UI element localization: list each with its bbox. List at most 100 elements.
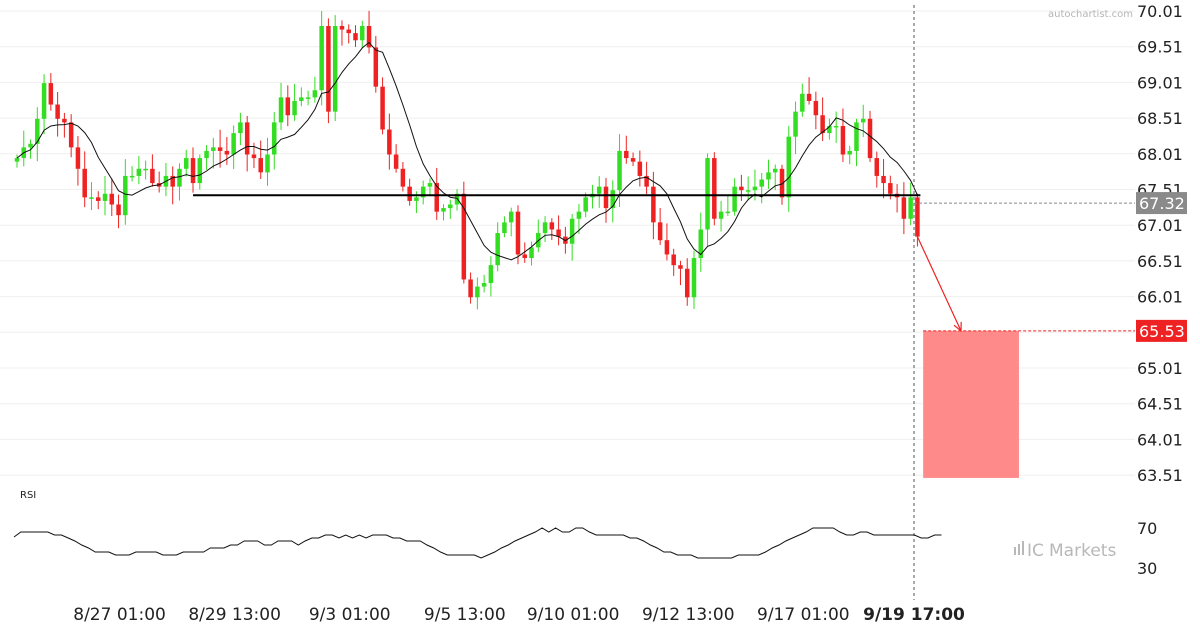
- candle: [542, 216, 548, 242]
- candle: [82, 151, 87, 208]
- x-tick-label: 9/17 01:00: [757, 605, 850, 625]
- candle: [468, 272, 473, 304]
- candle: [833, 111, 839, 143]
- candle: [393, 144, 399, 173]
- y-tick-label: 64.51: [1137, 395, 1183, 414]
- candle: [718, 200, 724, 232]
- candle: [915, 193, 920, 247]
- target-zone: [923, 330, 1019, 478]
- candle: [583, 192, 588, 218]
- candle: [732, 178, 737, 216]
- candle: [847, 145, 852, 165]
- brand-prefix: IC: [1027, 541, 1044, 561]
- candle: [339, 20, 345, 46]
- candle: [488, 256, 494, 297]
- candle: [515, 205, 521, 265]
- y-tick-label: 68.51: [1137, 109, 1183, 128]
- candle: [278, 82, 284, 130]
- candle: [55, 92, 60, 137]
- rsi-title: RSI: [20, 490, 36, 501]
- candle: [272, 112, 277, 170]
- candle: [285, 85, 291, 127]
- x-tick-label: 9/19 17:00: [863, 605, 965, 625]
- last-price-tag: 67.32: [1139, 194, 1185, 213]
- candle: [95, 191, 101, 210]
- candle: [143, 160, 148, 180]
- candle: [820, 97, 825, 142]
- candle: [745, 176, 751, 201]
- candle: [671, 248, 676, 276]
- candle: [590, 184, 595, 209]
- rsi-tick-label: 70: [1137, 519, 1157, 538]
- candle: [150, 154, 155, 187]
- candle: [840, 108, 846, 162]
- candle: [529, 241, 534, 266]
- candle: [184, 149, 189, 177]
- candlestick-series: [14, 10, 920, 310]
- candle: [41, 74, 47, 135]
- candle: [806, 77, 812, 105]
- candle: [204, 145, 209, 170]
- candle: [231, 125, 236, 170]
- candle: [854, 118, 859, 167]
- candle: [739, 174, 744, 201]
- candle: [691, 250, 697, 310]
- candle: [62, 112, 67, 138]
- candle: [48, 73, 54, 111]
- candle: [109, 178, 115, 217]
- candle: [434, 167, 439, 220]
- candle: [244, 115, 250, 172]
- candle: [427, 178, 433, 196]
- candle: [116, 194, 121, 229]
- candle: [407, 178, 412, 206]
- y-tick-label: 63.51: [1137, 466, 1183, 485]
- candle: [75, 136, 81, 186]
- candle: [380, 77, 385, 135]
- candle: [373, 35, 379, 93]
- candle: [894, 184, 900, 213]
- rsi-tick-label: 30: [1137, 559, 1157, 578]
- candle: [508, 207, 514, 237]
- candle: [624, 135, 629, 164]
- candle: [596, 176, 602, 208]
- candle: [129, 166, 135, 182]
- moving-average-layer: [16, 41, 918, 261]
- candle: [211, 137, 216, 169]
- candle: [684, 258, 690, 306]
- y-tick-label: 64.01: [1137, 430, 1183, 449]
- candle: [576, 204, 582, 234]
- candle: [123, 159, 128, 225]
- candle: [874, 151, 880, 188]
- candle: [102, 176, 108, 216]
- candle: [603, 177, 609, 223]
- x-tick-label: 9/3 01:00: [309, 605, 391, 625]
- candle: [21, 130, 27, 167]
- candle: [299, 87, 304, 107]
- candle: [326, 18, 331, 124]
- candle: [265, 137, 270, 186]
- projection-arrow: [916, 236, 962, 332]
- candle: [678, 260, 683, 286]
- candle: [637, 150, 643, 187]
- rsi-panel: RSI 70 30: [13, 490, 1157, 578]
- candle: [400, 162, 406, 192]
- time-axis: 8/27 01:00 8/29 13:00 9/3 01:00 9/5 13:00 9/…: [73, 605, 965, 625]
- candle: [793, 101, 798, 155]
- candle: [319, 11, 324, 106]
- target-zone-layer: [923, 330, 1019, 478]
- rsi-line: [13, 527, 942, 559]
- candle: [644, 161, 649, 194]
- candle: [705, 153, 710, 247]
- candle: [827, 118, 832, 140]
- y-tick-label: 68.01: [1137, 145, 1183, 164]
- candle: [305, 90, 311, 106]
- candle: [312, 76, 318, 103]
- y-tick-label: 66.51: [1137, 252, 1183, 271]
- candle: [190, 147, 196, 193]
- candle: [725, 195, 731, 216]
- candle: [481, 274, 487, 293]
- watermark: autochartist.com: [1048, 9, 1133, 20]
- candle: [258, 140, 263, 180]
- moving-average-line: [16, 41, 918, 261]
